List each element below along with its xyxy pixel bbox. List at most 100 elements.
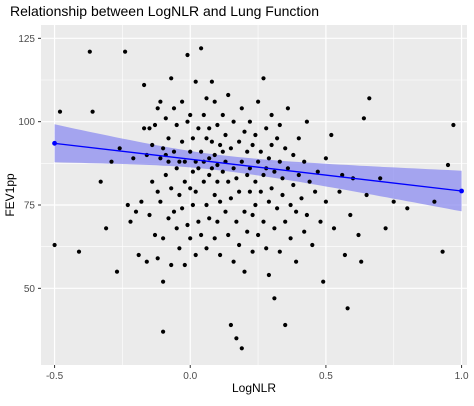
data-point (201, 179, 206, 184)
data-point (405, 206, 410, 211)
data-point (155, 189, 160, 194)
data-point (445, 162, 451, 168)
data-point (114, 269, 120, 274)
data-point (182, 179, 187, 184)
data-point (171, 106, 177, 111)
data-point (291, 182, 296, 188)
data-point (313, 189, 318, 194)
data-point (237, 139, 242, 144)
data-point (185, 222, 190, 228)
data-point (348, 212, 353, 218)
x-tick-label: 0.0 (183, 371, 197, 382)
data-point (185, 52, 190, 58)
data-point (304, 212, 309, 218)
data-point (285, 166, 290, 171)
data-point (171, 149, 177, 154)
data-point (166, 159, 171, 164)
data-point (57, 109, 63, 114)
data-point (307, 179, 312, 184)
data-point (207, 216, 212, 221)
data-point (209, 79, 214, 84)
data-point (182, 262, 187, 268)
data-point (104, 226, 109, 231)
data-point (269, 142, 274, 148)
data-point (247, 189, 252, 194)
data-point (242, 209, 247, 214)
chart-title: Relationship between LogNLR and Lung Fun… (10, 3, 319, 19)
data-point (258, 189, 263, 194)
data-point (201, 112, 206, 118)
data-point (169, 186, 174, 191)
data-point (239, 106, 244, 111)
data-point (440, 249, 445, 254)
data-point (288, 236, 293, 241)
data-point (166, 136, 171, 141)
data-point (261, 76, 266, 81)
data-point (207, 172, 212, 178)
data-point (174, 226, 179, 231)
data-point (76, 249, 82, 254)
data-point (163, 116, 168, 121)
data-point (266, 156, 271, 161)
data-point (253, 179, 258, 184)
data-point (171, 209, 177, 214)
data-point (272, 296, 277, 301)
data-point (242, 269, 247, 274)
data-point (275, 136, 280, 141)
data-point (109, 159, 114, 164)
data-point (340, 172, 345, 178)
data-point (177, 246, 182, 251)
data-point (131, 156, 136, 161)
data-point (277, 159, 282, 164)
data-point (242, 129, 247, 134)
data-point (266, 272, 271, 278)
x-tick-label: 0.5 (319, 371, 333, 382)
data-point (261, 219, 266, 224)
data-point (199, 232, 204, 238)
data-point (188, 236, 193, 241)
data-point (215, 179, 220, 184)
data-point (223, 132, 228, 138)
data-point (226, 179, 231, 184)
data-point (337, 189, 342, 194)
data-point (250, 212, 255, 218)
data-point (234, 336, 239, 341)
data-point (321, 279, 326, 284)
data-point (359, 259, 364, 264)
data-point (190, 169, 195, 174)
data-point (451, 122, 456, 128)
data-point (196, 166, 201, 171)
data-point (204, 96, 209, 101)
data-point (237, 189, 242, 194)
data-point (87, 49, 92, 54)
data-point (98, 179, 103, 184)
data-point (166, 216, 171, 221)
data-point (310, 242, 315, 248)
data-point (296, 136, 301, 141)
data-point (256, 232, 261, 238)
data-point (256, 99, 261, 104)
data-point (136, 252, 141, 258)
data-point (142, 126, 147, 131)
x-axis: -0.5 0.0 0.5 1.0 (46, 365, 469, 382)
data-point (207, 126, 212, 131)
data-point (117, 146, 122, 151)
data-point (291, 152, 296, 158)
data-point (180, 139, 185, 144)
data-point (239, 159, 244, 164)
data-point (269, 112, 274, 118)
data-point (272, 226, 277, 231)
data-point (212, 192, 217, 198)
data-point (245, 229, 250, 234)
data-point (199, 46, 204, 51)
data-point (177, 192, 182, 198)
data-point (432, 199, 437, 204)
data-point (378, 176, 383, 181)
data-point (199, 149, 204, 154)
data-point (180, 206, 185, 211)
y-tick-label: 100 (18, 117, 35, 128)
data-point (188, 149, 193, 154)
data-point (158, 99, 163, 104)
data-point (361, 116, 366, 121)
